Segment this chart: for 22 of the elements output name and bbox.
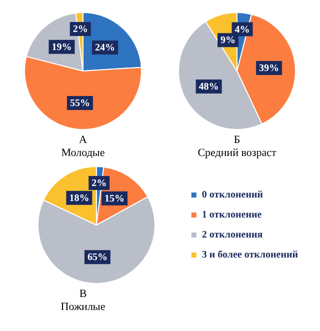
data-label: 18%: [69, 192, 90, 204]
data-label: 4%: [234, 24, 250, 36]
data-label: 65%: [87, 252, 108, 264]
legend-label: 3 и более отклонений: [202, 250, 298, 261]
data-label: 39%: [259, 63, 280, 74]
data-label: 9%: [220, 35, 236, 46]
text: Средний возраст: [196, 147, 278, 160]
data-label: 2%: [72, 24, 88, 36]
text: Пожилые: [60, 301, 106, 314]
text: А: [78, 134, 88, 147]
legend-label: 0 отклонений: [202, 190, 264, 201]
text: Б: [232, 134, 242, 147]
text: В: [78, 288, 88, 301]
data-label: 2%: [92, 178, 107, 190]
legend-label: 1 отклонение: [202, 210, 262, 221]
data-label: 24%: [95, 42, 116, 54]
data-label: 19%: [52, 42, 72, 53]
data-label: 15%: [104, 193, 125, 204]
data-label: 48%: [198, 82, 219, 93]
text: Молодые: [60, 147, 106, 160]
data-label: 55%: [70, 98, 90, 110]
legend-label: 2 отклонения: [202, 230, 264, 241]
